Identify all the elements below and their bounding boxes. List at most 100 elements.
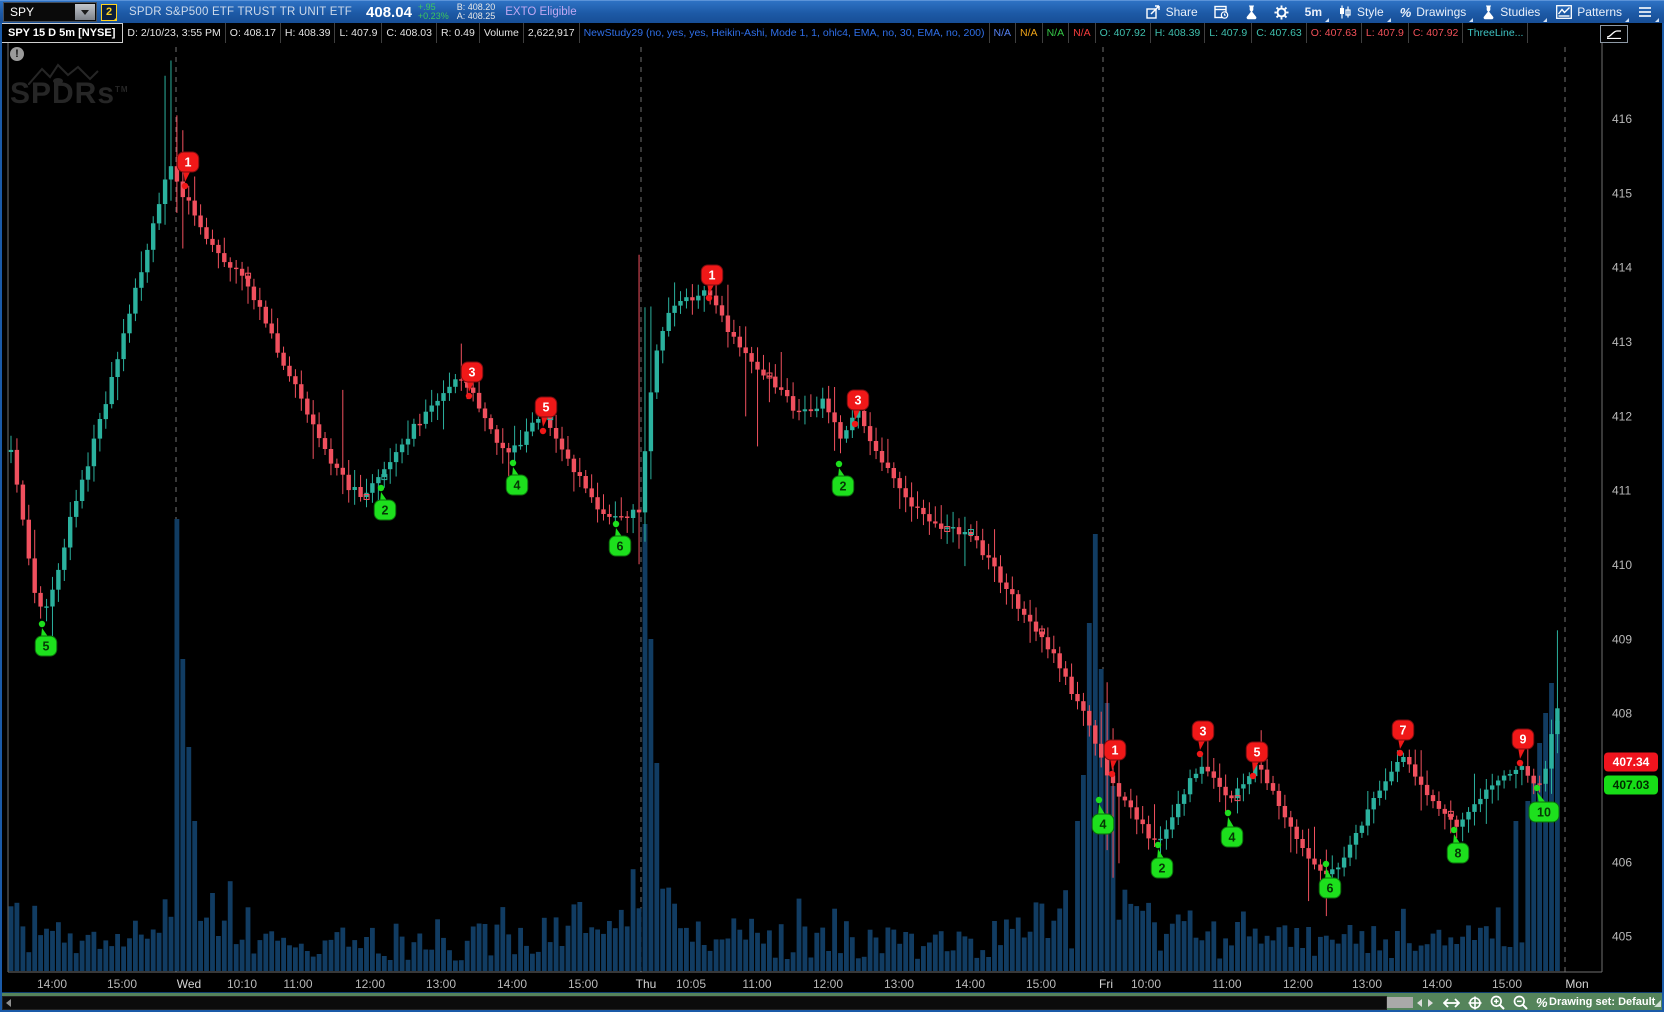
signal-dot: [539, 427, 547, 435]
candle-body: [548, 417, 553, 428]
signal-sell-1: 1: [176, 151, 200, 190]
svg-text:2: 2: [840, 480, 847, 494]
heikin-ashi-down-values: O: 407.63 L: 407.9 C: 407.92: [1307, 23, 1464, 43]
volume-bar: [156, 932, 162, 971]
candle-body: [322, 438, 328, 449]
volume-bar: [239, 939, 245, 971]
volume-bar: [138, 934, 144, 971]
patterns-button[interactable]: Patterns: [1548, 1, 1630, 23]
candle-body: [1436, 801, 1442, 809]
volume-bar: [376, 953, 381, 971]
report-button[interactable]: [1206, 1, 1237, 23]
fit-width-button[interactable]: [1443, 997, 1460, 1008]
volume-bar: [1217, 958, 1223, 971]
corner-caret-icon: [1386, 18, 1391, 22]
study-label[interactable]: NewStudy29 (no, yes, yes, Heikin-Ashi, M…: [580, 23, 990, 43]
drawing-set-label[interactable]: Drawing set: Default: [1549, 996, 1656, 1008]
volume-bar: [103, 940, 109, 971]
volume-bar: [891, 929, 897, 971]
chart-mode-button[interactable]: [1600, 25, 1628, 43]
candle-body: [719, 305, 725, 316]
volume-bar: [1081, 775, 1086, 971]
symbol-dropdown-button[interactable]: [75, 4, 95, 20]
share-button[interactable]: Share: [1138, 1, 1206, 23]
candle-body: [613, 516, 618, 518]
candle-body: [68, 516, 73, 548]
candle-body: [660, 331, 665, 351]
drawings-button[interactable]: % Drawings: [1392, 1, 1475, 23]
price-axis[interactable]: 416415414413412411410409408407406405: [1612, 112, 1632, 944]
volume-bar: [624, 926, 630, 971]
candle-body: [619, 516, 624, 518]
resize-grip-icon[interactable]: [1654, 1000, 1661, 1007]
pan-button[interactable]: [1468, 996, 1482, 1010]
analyze-button[interactable]: [1237, 1, 1266, 23]
candle-body: [1341, 857, 1347, 868]
volume-bar: [968, 938, 974, 971]
signal-buy-6: 6: [1318, 860, 1342, 899]
candle-body: [32, 558, 37, 593]
three-line-study-label[interactable]: ThreeLine...: [1463, 23, 1529, 43]
volume-bar: [1555, 721, 1560, 971]
candle-body: [447, 386, 452, 394]
time-axis[interactable]: 14:00 15:00 Wed 10:10 11:00 12:00 13:00 14:00 15…: [37, 977, 1589, 991]
style-button[interactable]: Style: [1330, 1, 1392, 23]
scroll-step-left-button[interactable]: [1417, 998, 1422, 1007]
candle-body: [690, 297, 695, 301]
candle-body: [423, 411, 428, 424]
candle-body: [115, 359, 120, 377]
volume-bar: [1294, 928, 1300, 971]
volume-bar: [571, 904, 577, 971]
signal-dot: [38, 620, 46, 628]
chart-menu-button[interactable]: [1630, 1, 1660, 23]
candle-body: [74, 501, 79, 517]
volume-bar: [1395, 931, 1400, 971]
candle-body: [1353, 833, 1359, 845]
candle-body: [156, 204, 162, 224]
candle-body: [14, 449, 20, 485]
studies-button[interactable]: Studies: [1474, 1, 1548, 23]
candle-body: [1187, 778, 1193, 795]
signal-dot: [1450, 826, 1458, 834]
volume-bar: [121, 946, 126, 971]
candle-body: [417, 423, 422, 426]
candle-body: [228, 262, 233, 268]
candle-body: [589, 488, 594, 498]
na-cell: N/A: [1016, 23, 1043, 43]
info-icon[interactable]: !: [10, 47, 24, 61]
percent-scale-button[interactable]: %: [1536, 995, 1548, 1010]
volume-bar: [849, 937, 855, 971]
volume-bar: [56, 922, 61, 971]
candle-body: [192, 200, 197, 216]
time-scrollbar-thumb[interactable]: [1387, 997, 1413, 1008]
signal-buy-6: 6: [608, 520, 632, 557]
settings-button[interactable]: [1266, 1, 1297, 23]
zoom-out-button[interactable]: [1513, 995, 1528, 1010]
signal-buy-8: 8: [1446, 826, 1470, 864]
volume-bar: [358, 948, 363, 971]
time-scrollbar-track[interactable]: [2, 996, 1387, 1010]
volume-bar: [535, 951, 541, 971]
volume-bar: [423, 949, 429, 971]
candle-body: [168, 166, 174, 180]
candle-body: [1306, 848, 1311, 859]
symbol-input[interactable]: SPY: [3, 2, 97, 22]
candle-body: [779, 387, 784, 390]
candle-body: [1330, 869, 1335, 875]
timeframe-button[interactable]: 5m: [1297, 1, 1330, 23]
volume-bar: [1401, 908, 1406, 971]
scroll-step-right-button[interactable]: [1428, 998, 1433, 1007]
candle-body: [1359, 825, 1365, 833]
svg-text:1: 1: [185, 156, 192, 170]
volume-bar: [8, 906, 14, 971]
zoom-in-button[interactable]: [1490, 995, 1505, 1010]
candle-body: [1519, 766, 1525, 770]
linked-watchlist-badge[interactable]: 2: [101, 3, 117, 21]
candle-body: [933, 521, 938, 524]
volume-bar: [1134, 906, 1140, 971]
signals-layer: 5 1 2 3 4 5 6 1 2 3 4 1 2 3 4 5 6 7 8 9 10: [34, 151, 1560, 899]
volume-bar: [393, 923, 399, 971]
candle-body: [1146, 824, 1151, 839]
candle-body: [1365, 809, 1370, 826]
